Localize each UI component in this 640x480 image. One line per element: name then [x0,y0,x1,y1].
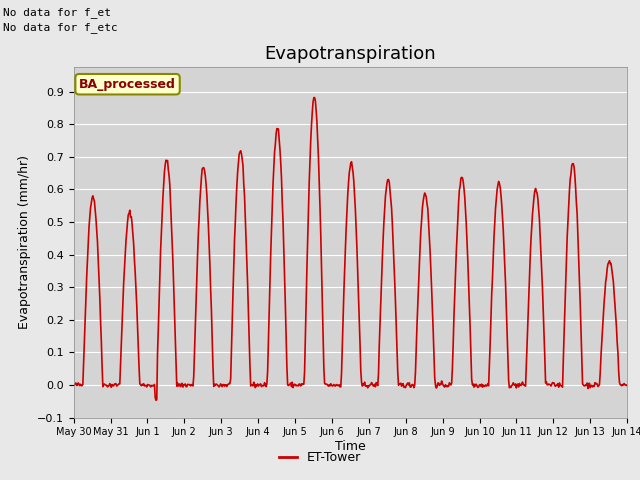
X-axis label: Time: Time [335,440,366,453]
Text: No data for f_etc: No data for f_etc [3,22,118,33]
Y-axis label: Evapotranspiration (mm/hr): Evapotranspiration (mm/hr) [19,156,31,329]
Legend: ET-Tower: ET-Tower [273,446,367,469]
Text: No data for f_et: No data for f_et [3,7,111,18]
Title: Evapotranspiration: Evapotranspiration [264,45,436,63]
Text: BA_processed: BA_processed [79,78,176,91]
